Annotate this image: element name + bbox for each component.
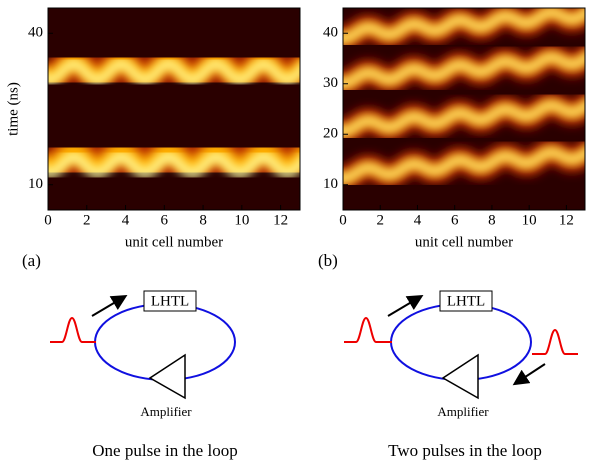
x-tick-label: 4 (122, 212, 130, 228)
pulse (344, 316, 392, 343)
y-tick-label: 10 (28, 176, 43, 192)
y-tick-label: 40 (28, 25, 43, 41)
plot-frame (342, 7, 586, 211)
x-tick-label: 6 (161, 212, 169, 228)
arrow (91, 294, 128, 317)
y-tick-label: 40 (323, 25, 338, 41)
x-axis-label: unit cell number (125, 234, 223, 250)
x-tick-label: 10 (234, 212, 249, 228)
x-tick-label: 12 (559, 212, 574, 228)
heatmap (48, 8, 300, 210)
x-tick-label: 8 (488, 212, 496, 228)
x-tick-label: 12 (273, 212, 288, 228)
panel-label: (a) (22, 251, 41, 270)
y-tick-label: 20 (323, 126, 338, 142)
pulse (50, 316, 96, 343)
x-tick-label: 10 (522, 212, 537, 228)
lhtl-label: LHTL (151, 293, 189, 309)
panel: 0 2 4 6 8 10 12 10 20 30 40 unit cell number (b) (318, 7, 586, 270)
diagram-two-pulses: LHTL Amplifier Two pulses in the loop (344, 290, 578, 460)
y-tick-label: 10 (323, 176, 338, 192)
amplifier-label: Amplifier (437, 404, 489, 419)
arrow (387, 294, 424, 317)
heat-band (343, 149, 585, 182)
plot-frame (47, 7, 301, 211)
x-tick-label: 2 (376, 212, 384, 228)
amplifier (148, 353, 186, 400)
amplifier-label: Amplifier (140, 404, 192, 419)
arrow (512, 363, 546, 386)
x-tick-label: 4 (414, 212, 422, 228)
heatmap (343, 8, 585, 210)
x-tick-label: 0 (44, 212, 52, 228)
x-tick-label: 2 (83, 212, 91, 228)
diagram-one-pulse: LHTL Amplifier One pulse in the loop (50, 290, 238, 460)
heat-band (343, 102, 585, 135)
y-axis-label: time (ns) (5, 82, 21, 136)
panel: 0 2 4 6 8 10 12 10 40 unit cell number time (ns) (a… (5, 7, 301, 270)
lhtl-label: LHTL (447, 293, 485, 309)
panel-label: (b) (318, 251, 338, 270)
caption: Two pulses in the loop (388, 441, 542, 460)
amplifier (441, 353, 479, 400)
lhtl-box (439, 290, 493, 312)
y-tick-label: 30 (323, 75, 338, 91)
x-tick-label: 8 (199, 212, 207, 228)
x-tick-label: 0 (339, 212, 347, 228)
heat-band (48, 151, 300, 179)
heat-band (343, 9, 585, 42)
caption: One pulse in the loop (92, 441, 237, 460)
lhtl-box (143, 290, 197, 312)
heat-band (343, 54, 585, 87)
heat-band (48, 58, 300, 86)
pulse (532, 328, 578, 355)
x-axis-label: unit cell number (415, 234, 513, 250)
x-tick-label: 6 (451, 212, 459, 228)
